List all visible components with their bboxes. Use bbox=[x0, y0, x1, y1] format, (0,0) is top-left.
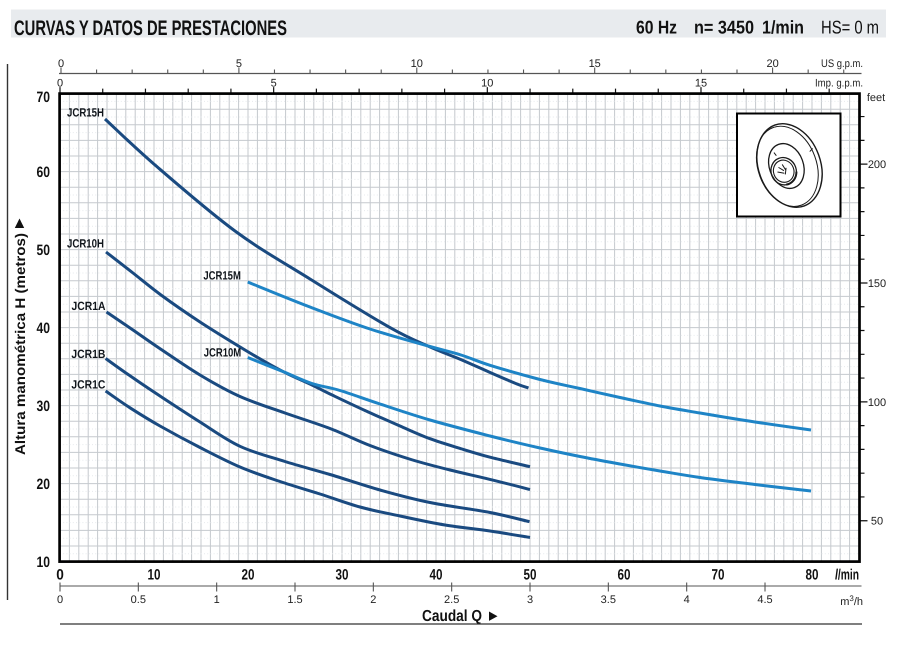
svg-text:70: 70 bbox=[712, 567, 725, 584]
svg-text:CURVAS Y DATOS DE PRESTACIONES: CURVAS Y DATOS DE PRESTACIONES bbox=[14, 17, 287, 40]
svg-text:10: 10 bbox=[481, 78, 493, 90]
svg-text:50: 50 bbox=[37, 242, 51, 259]
svg-text:m3/h: m3/h bbox=[840, 594, 863, 609]
svg-text:HS= 0 m: HS= 0 m bbox=[821, 17, 879, 38]
svg-text:50: 50 bbox=[524, 567, 537, 584]
svg-text:1.5: 1.5 bbox=[287, 594, 302, 606]
svg-text:3.5: 3.5 bbox=[601, 594, 616, 606]
svg-text:1/min: 1/min bbox=[762, 17, 804, 38]
svg-text:Imp. g.p.m.: Imp. g.p.m. bbox=[815, 78, 863, 90]
svg-text:Caudal Q: Caudal Q bbox=[422, 608, 482, 625]
svg-text:20: 20 bbox=[766, 58, 778, 70]
svg-text:150: 150 bbox=[868, 278, 886, 290]
svg-text:JCR10M: JCR10M bbox=[204, 346, 242, 360]
svg-text:JCR1A: JCR1A bbox=[72, 299, 106, 313]
svg-text:200: 200 bbox=[868, 159, 886, 171]
svg-text:JCR1C: JCR1C bbox=[71, 378, 105, 392]
svg-text:60: 60 bbox=[37, 164, 51, 181]
svg-text:Altura manométrica H (metros): Altura manométrica H (metros) bbox=[12, 233, 28, 455]
svg-text:50: 50 bbox=[871, 516, 883, 528]
svg-text:l/min: l/min bbox=[835, 567, 859, 584]
svg-text:feet: feet bbox=[867, 92, 885, 104]
svg-text:3: 3 bbox=[527, 594, 533, 606]
svg-text:0: 0 bbox=[58, 58, 64, 70]
svg-text:0: 0 bbox=[57, 594, 63, 606]
svg-text:80: 80 bbox=[806, 567, 819, 584]
svg-text:n= 3450: n= 3450 bbox=[694, 17, 754, 38]
svg-text:0: 0 bbox=[57, 78, 63, 90]
svg-text:15: 15 bbox=[695, 78, 707, 90]
svg-text:60: 60 bbox=[618, 567, 631, 584]
svg-text:70: 70 bbox=[37, 89, 51, 106]
svg-text:JCR10H: JCR10H bbox=[67, 237, 104, 251]
svg-text:US g.p.m.: US g.p.m. bbox=[821, 58, 863, 70]
svg-text:4.5: 4.5 bbox=[757, 594, 772, 606]
svg-text:0: 0 bbox=[56, 567, 64, 584]
svg-text:30: 30 bbox=[336, 567, 349, 584]
svg-text:20: 20 bbox=[37, 476, 51, 493]
svg-text:JCR15M: JCR15M bbox=[203, 269, 241, 283]
svg-text:5: 5 bbox=[236, 58, 242, 70]
svg-text:2.5: 2.5 bbox=[444, 594, 459, 606]
svg-text:10: 10 bbox=[411, 58, 423, 70]
svg-text:1: 1 bbox=[214, 594, 220, 606]
svg-text:60 Hz: 60 Hz bbox=[636, 17, 677, 38]
svg-text:15: 15 bbox=[589, 58, 601, 70]
svg-text:20: 20 bbox=[242, 567, 255, 584]
svg-text:30: 30 bbox=[37, 398, 51, 415]
svg-text:10: 10 bbox=[148, 567, 161, 584]
svg-text:40: 40 bbox=[430, 567, 443, 584]
svg-text:4: 4 bbox=[684, 594, 690, 606]
svg-text:JCR15H: JCR15H bbox=[67, 106, 104, 120]
svg-text:JCR1B: JCR1B bbox=[71, 347, 105, 361]
svg-text:10: 10 bbox=[37, 554, 51, 571]
svg-text:40: 40 bbox=[37, 320, 51, 337]
svg-text:5: 5 bbox=[271, 78, 277, 90]
svg-text:2: 2 bbox=[370, 594, 376, 606]
svg-text:0.5: 0.5 bbox=[131, 594, 146, 606]
svg-text:100: 100 bbox=[868, 397, 886, 409]
